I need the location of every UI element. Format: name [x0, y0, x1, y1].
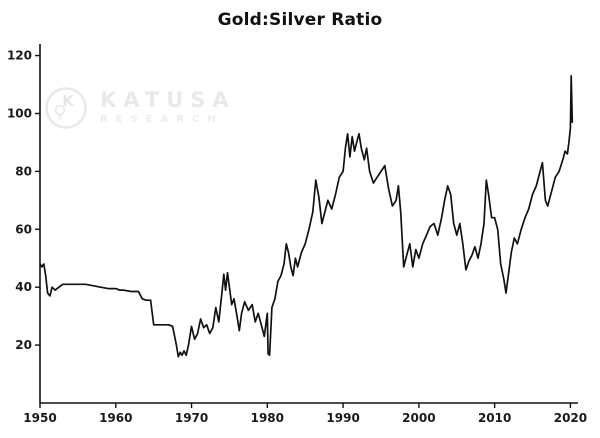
y-axis-tick-label: 40	[15, 280, 32, 294]
x-axis-tick-label: 1960	[99, 411, 132, 425]
x-axis-tick-label: 2010	[478, 411, 511, 425]
x-axis-tick-label: 1990	[326, 411, 359, 425]
x-axis-tick-label: 1970	[175, 411, 208, 425]
x-axis-tick-label: 1950	[23, 411, 56, 425]
x-axis-tick-label: 1980	[251, 411, 284, 425]
y-axis-tick-label: 100	[7, 106, 32, 120]
data-line-gold-silver-ratio	[39, 74, 574, 358]
x-axis-tick-label: 2020	[554, 411, 587, 425]
x-axis-tick-label: 2000	[402, 411, 435, 425]
y-axis-tick-label: 60	[15, 222, 32, 236]
chart-title: Gold:Silver Ratio	[217, 10, 383, 30]
y-axis-tick-label: 120	[7, 49, 32, 63]
y-axis-tick-label: 80	[15, 164, 32, 178]
line-chart-canvas: 20 40 60 80 100 120 1950 1960 1970 1980 1990 2000 20…	[7, 44, 587, 425]
y-axis-tick-label: 20	[15, 338, 32, 352]
